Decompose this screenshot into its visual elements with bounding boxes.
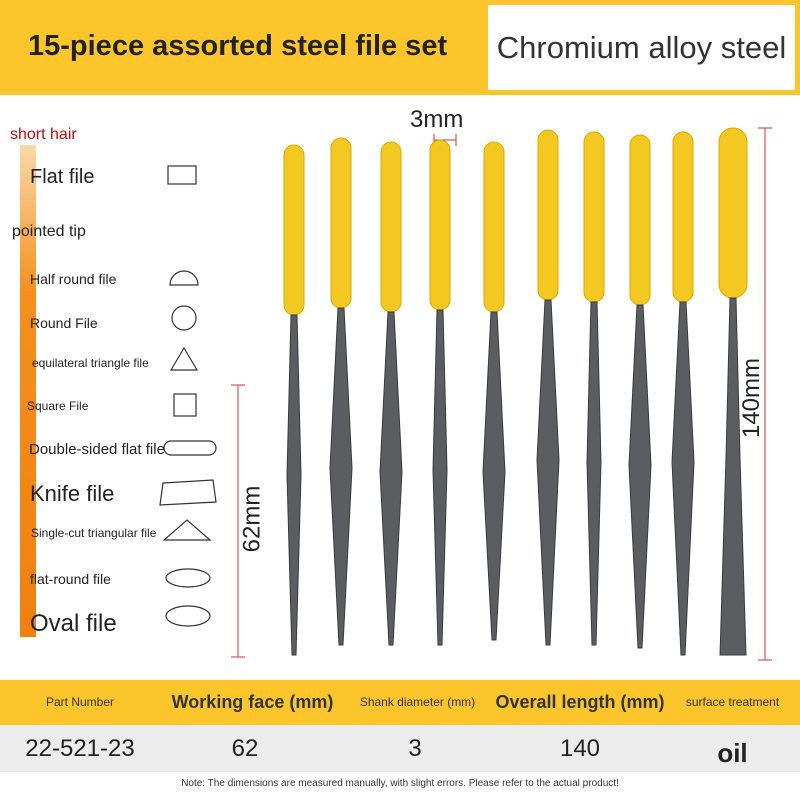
table-cell: 3 (408, 735, 422, 762)
table-header: Overall length (mm) (495, 692, 665, 712)
file-label: Half round file (30, 271, 117, 287)
file-label: Knife file (30, 481, 115, 506)
file-drawing (629, 134, 651, 306)
table-header: Shank diameter (mm) (359, 695, 476, 709)
note: Note: The dimensions are measured manual… (181, 778, 619, 789)
table-row-band (0, 725, 800, 772)
file-drawing (329, 307, 353, 646)
file-drawing (628, 304, 652, 649)
file-drawing (719, 297, 747, 656)
file-label: Round File (30, 315, 98, 331)
file-drawing (379, 311, 403, 646)
file-drawing (283, 144, 305, 316)
dimension-label: 3mm (410, 106, 464, 133)
file-label: flat-round file (30, 571, 111, 587)
file-label: Square File (27, 399, 89, 413)
file-drawing (671, 301, 695, 656)
file-drawing (672, 131, 694, 303)
table-header: Working face (mm) (171, 692, 334, 712)
illustration (159, 127, 772, 661)
dimension-label: 140mm (738, 357, 766, 439)
file-drawing (286, 314, 302, 656)
file-drawing (330, 137, 352, 309)
table-cell: oil (717, 738, 748, 768)
file-drawing (482, 311, 506, 641)
file-drawing (718, 127, 748, 299)
file-drawing (483, 141, 505, 313)
accent-bar (20, 145, 36, 637)
section-heading: short hair (10, 126, 77, 143)
table-header: Part Number (45, 695, 115, 709)
file-drawing (380, 141, 402, 313)
file-drawing (432, 309, 448, 646)
table-header-band (0, 680, 800, 725)
section-heading: pointed tip (12, 223, 86, 240)
badge: Chromium alloy steel (488, 5, 795, 90)
table-cell: 140 (559, 735, 601, 762)
file-drawing (536, 299, 560, 646)
file-label: Double-sided flat file (29, 441, 165, 458)
file-drawing (583, 131, 605, 303)
table-cell: 22-521-23 (25, 735, 135, 762)
title: 15-piece assorted steel file set (28, 30, 448, 62)
dimension-label: 62mm (238, 485, 266, 553)
table-cell: 62 (231, 735, 259, 762)
file-label: equilateral triangle file (32, 356, 149, 370)
table-header: surface treatment (685, 695, 780, 709)
file-drawing (586, 301, 602, 646)
file-drawing (537, 129, 559, 301)
file-label: Oval file (30, 610, 117, 637)
file-drawing (429, 139, 451, 311)
file-label: Single-cut triangular file (31, 526, 157, 540)
file-label: Flat file (30, 166, 95, 188)
